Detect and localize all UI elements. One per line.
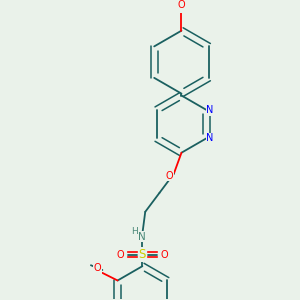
Text: O: O xyxy=(160,250,168,260)
Text: N: N xyxy=(206,134,214,143)
Text: O: O xyxy=(94,263,101,273)
Text: N: N xyxy=(139,232,146,242)
Text: H: H xyxy=(131,227,138,236)
Text: O: O xyxy=(178,0,185,10)
Text: O: O xyxy=(165,171,173,181)
Text: S: S xyxy=(139,248,146,261)
Text: O: O xyxy=(117,250,124,260)
Text: N: N xyxy=(206,105,214,115)
